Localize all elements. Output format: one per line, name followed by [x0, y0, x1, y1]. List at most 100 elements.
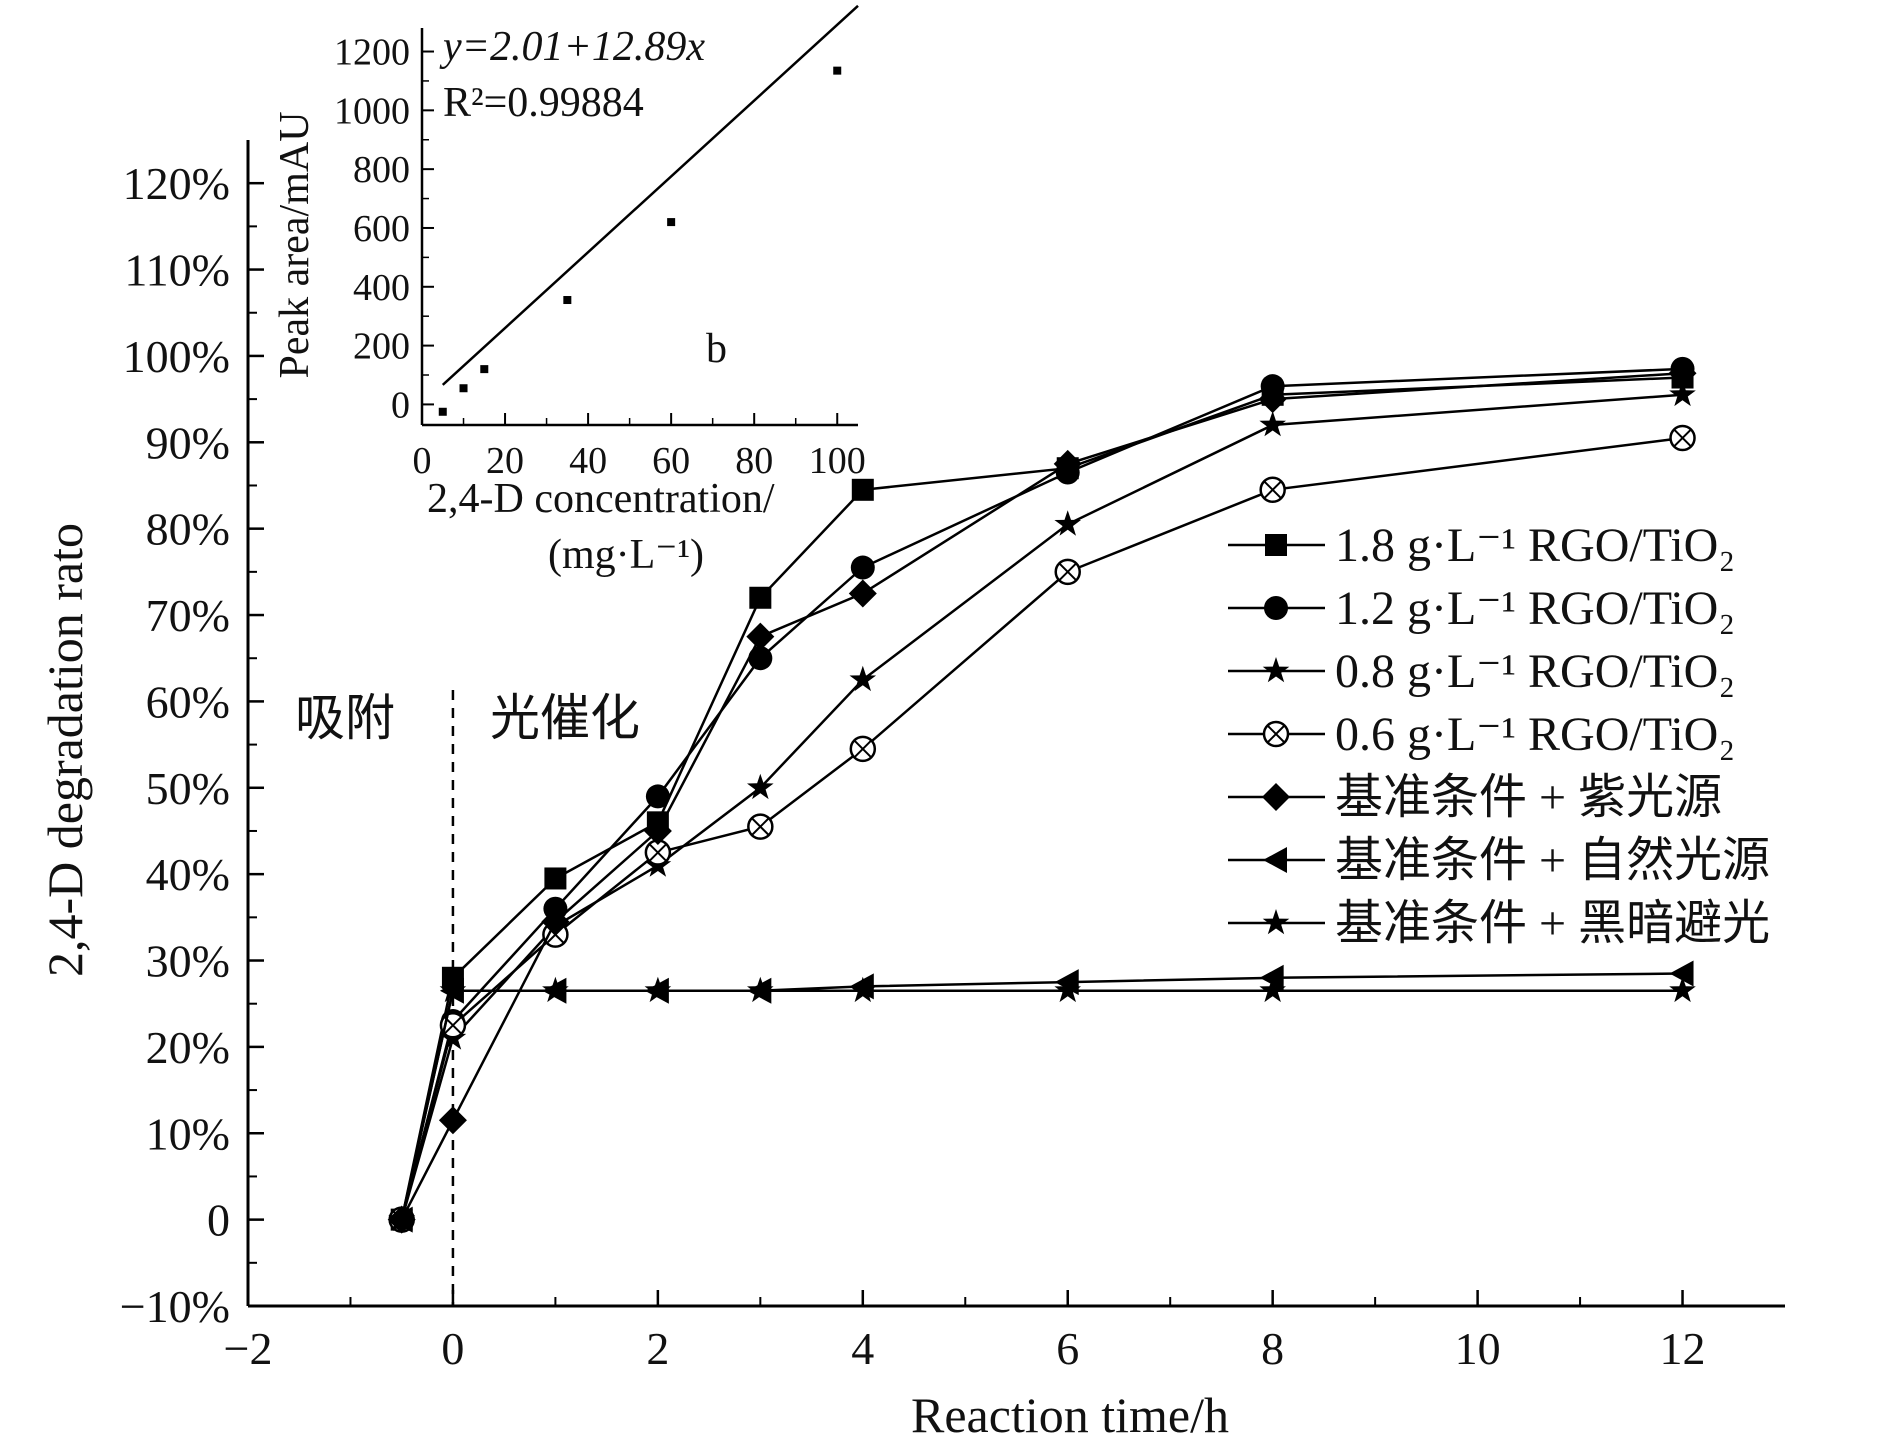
legend-item: 1.2 g·L⁻¹ RGO/TiO₂: [1228, 582, 1735, 635]
data-point: [1259, 476, 1286, 504]
legend-marker: [1262, 783, 1290, 811]
legend-item: 基准条件 + 自然光源: [1228, 834, 1770, 887]
photocatalysis-zone-label: 光催化: [490, 689, 640, 747]
data-point: [388, 1205, 415, 1231]
inset-x-tick-label: 40: [569, 440, 607, 482]
legend-label: 1.2 g·L⁻¹ RGO/TiO₂: [1335, 582, 1735, 635]
legend-item: 基准条件 + 紫光源: [1228, 771, 1722, 824]
data-point: [1054, 976, 1081, 1003]
x-tick-label: 6: [1056, 1323, 1079, 1374]
legend-label: 基准条件 + 紫光源: [1335, 771, 1722, 824]
data-point: [849, 735, 877, 763]
y-tick-label: 60%: [146, 676, 230, 727]
legend-marker: [1263, 847, 1287, 873]
inset-fit-line: [441, 4, 859, 386]
x-tick-label: 10: [1455, 1323, 1501, 1374]
main-y-axis-title: 2,4-D degradation rato: [37, 523, 93, 977]
x-tick-label: 2: [646, 1323, 669, 1374]
legend-marker: [1262, 720, 1290, 748]
inset-plot: 0 200 400 600 800 1000 1200 0 20 40 60 80 100 Peak a…: [272, 4, 866, 578]
series-6: [388, 960, 1694, 1233]
inset-y-axis-title: Peak area/mAU: [272, 111, 318, 378]
inset-y-tick-label: 600: [353, 208, 410, 250]
y-tick-label: 20%: [146, 1022, 230, 1073]
data-point: [1668, 359, 1697, 388]
data-point: [1259, 411, 1286, 437]
inset-data-point: [438, 407, 447, 416]
x-tick-label: 0: [441, 1323, 464, 1374]
legend-label: 1.8 g·L⁻¹ RGO/TiO₂: [1335, 519, 1735, 572]
x-tick-label: 8: [1261, 1323, 1284, 1374]
data-point: [438, 1106, 467, 1135]
series-line: [400, 989, 1683, 1220]
data-point: [1053, 449, 1082, 478]
inset-panel-label: b: [706, 326, 727, 372]
data-point: [1258, 385, 1287, 414]
data-point: [644, 976, 672, 1003]
data-point: [643, 816, 672, 845]
inset-data-point: [563, 296, 572, 305]
main-ticks: −10% 0 10% 20% 30% 40% 50% 60% 70% 80% 90% 100% 110%…: [120, 158, 1706, 1374]
series-line: [400, 972, 1683, 1220]
data-point: [1669, 960, 1694, 987]
x-tick-label: −2: [224, 1323, 273, 1374]
series-7: [388, 976, 1696, 1231]
legend-marker: [1264, 596, 1288, 620]
inset-y-tick-label: 1000: [334, 90, 410, 132]
inset-x-axis-title-line1: 2,4-D concentration/: [427, 476, 775, 522]
inset-y-tick-label: 400: [353, 267, 410, 309]
data-point: [747, 813, 774, 840]
y-tick-label: 50%: [146, 763, 230, 814]
main-axes: [246, 140, 1785, 1308]
inset-y-tick-label: 800: [353, 149, 410, 191]
inset-x-tick-label: 60: [652, 440, 690, 482]
data-point: [542, 976, 569, 1003]
data-point: [1054, 510, 1081, 536]
legend-marker: [1262, 909, 1290, 935]
legend-label: 0.6 g·L⁻¹ RGO/TiO₂: [1335, 708, 1735, 761]
inset-data: [438, 4, 859, 416]
legend-item: 0.8 g·L⁻¹ RGO/TiO₂: [1228, 645, 1735, 698]
data-point: [1669, 976, 1696, 1003]
inset-y-tick-label: 0: [391, 384, 410, 426]
main-plot: −10% 0 10% 20% 30% 40% 50% 60% 70% 80% 90% 100% 110%…: [37, 140, 1785, 1443]
data-point: [1259, 976, 1286, 1003]
y-tick-label: 90%: [146, 417, 230, 468]
inset-x-tick-label: 80: [735, 440, 773, 482]
inset-data-point: [833, 66, 842, 75]
legend-label: 基准条件 + 自然光源: [1335, 834, 1770, 887]
inset-y-tick-label: 1200: [334, 32, 410, 74]
inset-x-tick-label: 20: [486, 440, 524, 482]
data-point: [748, 646, 773, 671]
inset-x-axis-title-line2: (mg·L⁻¹): [548, 532, 704, 578]
data-point: [439, 976, 467, 1003]
inset-data-point: [459, 384, 468, 393]
legend-marker: [1265, 534, 1287, 556]
y-tick-label: 100%: [123, 331, 230, 382]
inset-data-point: [480, 365, 489, 374]
inset-x-tick-label: 100: [809, 440, 866, 482]
inset-y-tick-label: 200: [353, 326, 410, 368]
inset-fit-equation: y=2.01+12.89x: [439, 24, 705, 70]
data-point: [849, 976, 877, 1003]
main-x-axis-title: Reaction time/h: [911, 1387, 1229, 1443]
data-point: [849, 665, 877, 692]
x-tick-label: 4: [851, 1323, 874, 1374]
inset-x-tick-label: 0: [413, 440, 432, 482]
x-tick-label: 12: [1660, 1323, 1706, 1374]
inset-axes: [420, 28, 858, 427]
data-point: [644, 839, 672, 866]
legend-item: 基准条件 + 黑暗避光: [1228, 897, 1770, 950]
legend-item: 0.6 g·L⁻¹ RGO/TiO₂: [1228, 708, 1735, 761]
data-point: [544, 867, 567, 890]
legend-item: 1.8 g·L⁻¹ RGO/TiO₂: [1228, 519, 1735, 572]
legend-label: 0.8 g·L⁻¹ RGO/TiO₂: [1335, 645, 1735, 698]
inset-ticks: 0 200 400 600 800 1000 1200 0 20 40 60 80 100: [334, 32, 866, 482]
data-point: [848, 579, 877, 608]
inset-r-squared: R²=0.99884: [443, 80, 644, 126]
data-point: [747, 773, 774, 800]
data-point: [851, 478, 874, 501]
legend-label: 基准条件 + 黑暗避光: [1335, 897, 1770, 950]
adsorption-zone-label: 吸附: [295, 689, 395, 747]
